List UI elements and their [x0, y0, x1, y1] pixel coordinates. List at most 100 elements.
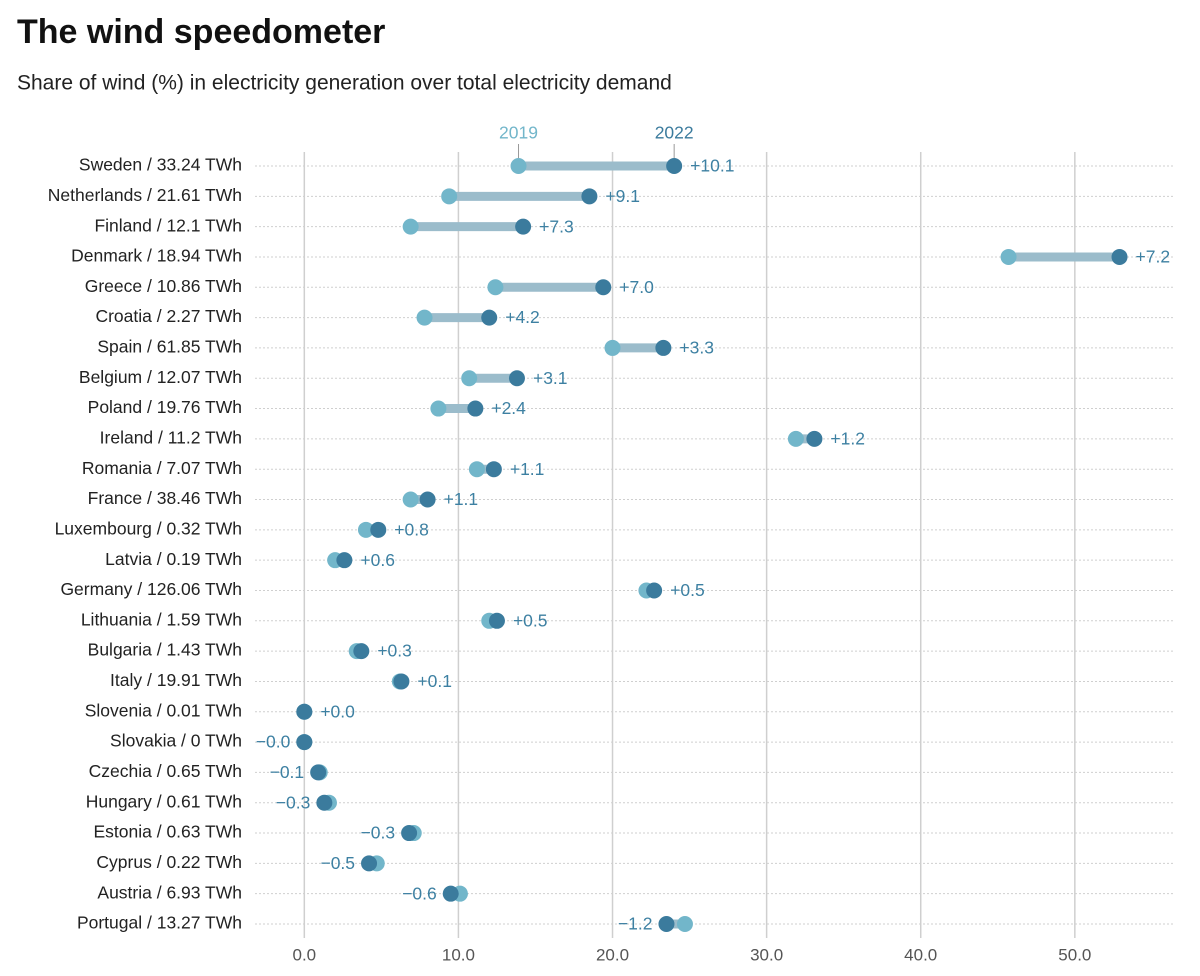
change-label: −0.3: [276, 792, 311, 812]
dot-2022: [296, 734, 313, 751]
category-label: Latvia / 0.19 TWh: [105, 549, 242, 569]
category-label: Spain / 61.85 TWh: [97, 337, 242, 357]
change-label: +1.2: [830, 429, 865, 449]
dot-2022: [488, 612, 505, 629]
dot-2022: [646, 582, 663, 599]
category-label: Bulgaria / 1.43 TWh: [88, 640, 242, 660]
category-label: Denmark / 18.94 TWh: [71, 246, 242, 266]
dot-2019: [487, 279, 504, 296]
dot-2022: [806, 430, 823, 447]
x-tick-label: 40.0: [904, 945, 937, 964]
category-label: France / 38.46 TWh: [88, 488, 242, 508]
x-tick-label: 10.0: [442, 945, 475, 964]
change-label: −0.5: [320, 853, 355, 873]
change-label: +0.1: [417, 671, 452, 691]
dot-2019: [787, 430, 804, 447]
dot-2022: [515, 218, 532, 235]
change-label: +0.0: [320, 701, 355, 721]
dot-2022: [581, 188, 598, 205]
dot-2019: [510, 158, 527, 174]
dot-2022: [508, 370, 525, 387]
dot-2019: [1000, 248, 1017, 265]
dot-2022: [361, 855, 378, 872]
category-label: Croatia / 2.27 TWh: [95, 306, 242, 326]
category-label: Slovenia / 0.01 TWh: [85, 700, 242, 720]
dot-2022: [666, 158, 683, 174]
dot-2019: [402, 491, 419, 508]
change-label: +9.1: [605, 186, 640, 206]
change-label: +0.5: [670, 580, 705, 600]
change-label: +7.3: [539, 216, 574, 236]
dot-2022: [296, 703, 313, 720]
category-label: Poland / 19.76 TWh: [88, 397, 242, 417]
dot-2022: [336, 552, 353, 569]
change-label: −0.1: [270, 762, 305, 782]
change-label: +7.2: [1136, 247, 1171, 267]
category-label: Finland / 12.1 TWh: [94, 215, 242, 235]
dot-2022: [310, 764, 327, 781]
change-label: −0.0: [256, 732, 291, 752]
dot-2022: [658, 916, 675, 932]
category-label: Greece / 10.86 TWh: [85, 276, 242, 296]
dot-2022: [401, 825, 418, 842]
dot-2022: [467, 400, 484, 417]
chart-title: The wind speedometer: [17, 13, 385, 51]
change-label: −0.6: [402, 883, 437, 903]
dot-2019: [416, 309, 433, 326]
x-tick-label: 30.0: [750, 945, 783, 964]
dot-2019: [357, 521, 374, 538]
change-label: −1.2: [618, 914, 653, 934]
category-label: Cyprus / 0.22 TWh: [96, 852, 242, 872]
category-label: Sweden / 33.24 TWh: [79, 155, 242, 175]
change-label: +0.6: [360, 550, 395, 570]
category-label: Slovakia / 0 TWh: [110, 731, 242, 751]
dot-2019: [402, 218, 419, 235]
dot-2022: [595, 279, 612, 296]
x-tick-label: 20.0: [596, 945, 629, 964]
chart-subtitle: Share of wind (%) in electricity generat…: [17, 72, 672, 95]
x-tick-label: 50.0: [1058, 945, 1091, 964]
dot-2022: [370, 521, 387, 538]
change-label: −0.3: [361, 823, 396, 843]
change-label: +2.4: [491, 398, 526, 418]
dot-2019: [441, 188, 458, 205]
category-label: Romania / 7.07 TWh: [82, 458, 242, 478]
dot-2022: [353, 643, 370, 660]
category-label: Belgium / 12.07 TWh: [79, 367, 242, 387]
dot-2022: [481, 309, 498, 326]
dot-2019: [468, 461, 485, 478]
category-label: Hungary / 0.61 TWh: [86, 791, 242, 811]
category-label: Lithuania / 1.59 TWh: [81, 609, 242, 629]
dot-2019: [676, 916, 693, 932]
change-label: +3.1: [533, 368, 568, 388]
category-label: Luxembourg / 0.32 TWh: [55, 518, 242, 538]
dot-2022: [393, 673, 410, 690]
change-label: +0.5: [513, 610, 548, 630]
legend-label: 2022: [655, 123, 694, 143]
category-label: Austria / 6.93 TWh: [97, 882, 242, 902]
change-label: +4.2: [505, 307, 540, 327]
dot-2022: [1111, 248, 1128, 265]
dot-2019: [604, 339, 621, 356]
dot-2019: [430, 400, 447, 417]
category-label: Czechia / 0.65 TWh: [89, 761, 242, 781]
category-label: Portugal / 13.27 TWh: [77, 913, 242, 933]
change-label: +3.3: [679, 338, 714, 358]
dot-2022: [442, 885, 459, 902]
change-label: +1.1: [510, 459, 545, 479]
category-label: Netherlands / 21.61 TWh: [48, 185, 242, 205]
change-label: +0.3: [377, 641, 412, 661]
x-tick-label: 0.0: [292, 945, 316, 964]
category-label: Germany / 126.06 TWh: [60, 579, 242, 599]
dot-2019: [461, 370, 478, 387]
dot-2022: [655, 339, 672, 356]
category-label: Estonia / 0.63 TWh: [93, 822, 242, 842]
dot-2022: [485, 461, 502, 478]
legend-label: 2019: [499, 123, 538, 143]
category-label: Ireland / 11.2 TWh: [100, 428, 242, 448]
dot-2022: [419, 491, 436, 508]
change-label: +0.8: [394, 519, 429, 539]
category-label: Italy / 19.91 TWh: [110, 670, 242, 690]
